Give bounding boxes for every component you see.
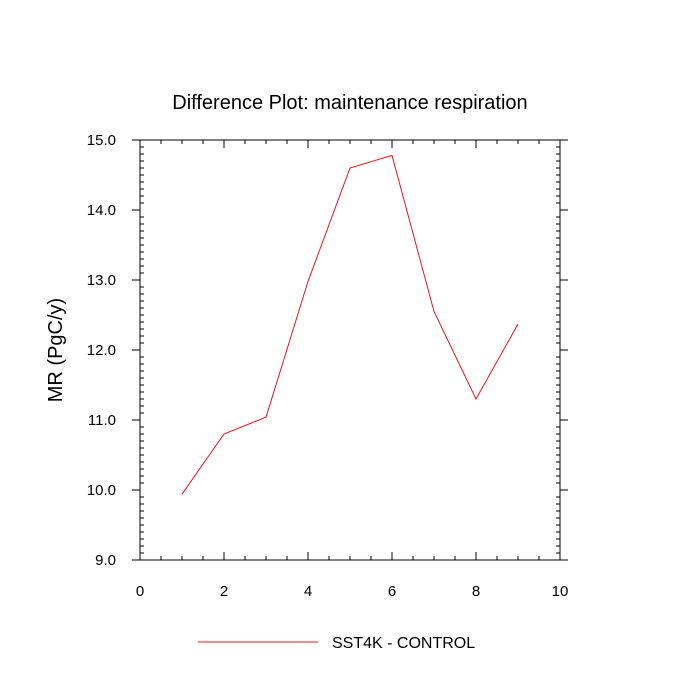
plot-frame bbox=[139, 139, 561, 561]
axis-ticks bbox=[132, 139, 568, 561]
legend-label: SST4K - CONTROL bbox=[332, 635, 475, 652]
x-tick-label: 10 bbox=[552, 583, 569, 600]
x-tick-label: 0 bbox=[136, 583, 144, 600]
x-tick-label: 6 bbox=[388, 583, 396, 600]
legend: SST4K - CONTROL bbox=[198, 635, 475, 652]
y-tick-label: 14.0 bbox=[87, 202, 116, 219]
series-layer bbox=[181, 154, 519, 495]
tick-labels: 0 2 4 6 8 10 9.0 10.0 11.0 12.0 13.0 14.0 15.0 bbox=[87, 132, 569, 600]
y-tick-label: 9.0 bbox=[95, 552, 116, 569]
x-tick-label: 4 bbox=[304, 583, 312, 600]
x-tick-label: 2 bbox=[220, 583, 228, 600]
x-tick-label: 8 bbox=[472, 583, 480, 600]
y-tick-label: 13.0 bbox=[87, 272, 116, 289]
y-tick-label: 11.0 bbox=[88, 412, 116, 429]
y-tick-label: 15.0 bbox=[87, 132, 116, 149]
y-tick-label: 12.0 bbox=[87, 342, 116, 359]
y-axis-label: MR (PgC/y) bbox=[45, 298, 67, 402]
chart-title: Difference Plot: maintenance respiration bbox=[172, 92, 527, 114]
y-tick-label: 10.0 bbox=[87, 482, 116, 499]
series-line bbox=[181, 154, 519, 495]
